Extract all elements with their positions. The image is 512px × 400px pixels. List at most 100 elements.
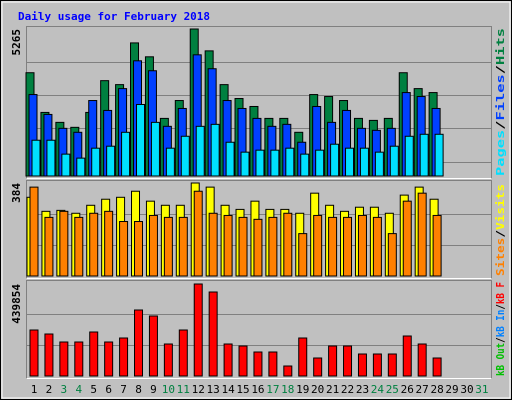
x-tick-label: 20 — [311, 383, 324, 396]
bar — [387, 233, 397, 277]
bar — [29, 329, 39, 377]
x-tick-label: 12 — [192, 383, 205, 396]
bar — [193, 283, 203, 377]
chart-title: Daily usage for February 2018 — [18, 10, 210, 23]
bar — [74, 341, 84, 377]
bar — [298, 233, 308, 277]
bar — [165, 147, 175, 177]
bar — [343, 345, 353, 377]
legend-entry: Sites — [494, 238, 507, 276]
bar — [345, 147, 355, 177]
bar — [372, 216, 382, 277]
x-tick-label: 11 — [177, 383, 190, 396]
bar — [359, 147, 369, 177]
bar — [106, 145, 116, 177]
legend-separator: / — [494, 337, 507, 343]
bar — [31, 139, 41, 177]
x-tick-label: 18 — [281, 383, 294, 396]
x-tick-label: 25 — [386, 383, 399, 396]
bar — [134, 221, 144, 277]
x-tick-label: 30 — [460, 383, 473, 396]
bar — [330, 143, 340, 177]
y-tick-label: 384 — [10, 183, 23, 203]
bar — [417, 343, 427, 377]
x-tick-label: 3 — [61, 383, 68, 396]
bar — [313, 214, 323, 277]
bar — [372, 353, 382, 377]
bar — [223, 343, 233, 377]
bar — [434, 133, 444, 177]
x-tick-label: 4 — [75, 383, 82, 396]
bar — [240, 151, 250, 177]
bar — [268, 351, 278, 377]
legend-separator: / — [494, 120, 507, 130]
bar — [61, 153, 71, 177]
bar — [419, 133, 429, 177]
bar — [208, 291, 218, 377]
bar — [432, 357, 442, 377]
bar — [119, 221, 129, 277]
bar — [91, 147, 101, 177]
bar — [315, 149, 325, 177]
legend-entry: Hits — [494, 28, 507, 65]
bar — [387, 353, 397, 377]
legend-entry: kB F — [494, 282, 507, 304]
legend: Pages/Files/Hits — [494, 28, 507, 176]
x-tick-label: 27 — [416, 383, 429, 396]
bar — [44, 216, 54, 277]
bar — [193, 190, 203, 277]
legend-separator: / — [494, 230, 507, 238]
bar — [59, 210, 69, 277]
bar — [104, 341, 114, 377]
bar — [328, 345, 338, 377]
x-tick-label: 6 — [105, 383, 112, 396]
x-tick-label: 14 — [221, 383, 235, 396]
x-tick-label: 2 — [46, 383, 53, 396]
x-tick-label: 24 — [371, 383, 385, 396]
x-tick-label: 8 — [135, 383, 142, 396]
bar — [253, 351, 263, 377]
legend-entry: Pages — [494, 130, 507, 176]
x-tick-label: 26 — [401, 383, 414, 396]
legend: kB Out/kB In/kB F — [494, 282, 507, 376]
x-tick-label: 22 — [341, 383, 354, 396]
legend-separator: / — [494, 64, 507, 74]
bar — [180, 135, 190, 177]
bar — [225, 141, 235, 177]
bar — [238, 216, 248, 277]
bar — [89, 212, 99, 277]
x-tick-label: 13 — [207, 383, 220, 396]
bar — [210, 123, 220, 177]
legend-entry: kB In — [494, 310, 507, 338]
legend: Sites/Visits — [494, 184, 507, 276]
x-tick-label: 10 — [162, 383, 175, 396]
bar — [148, 315, 158, 377]
bar — [208, 212, 218, 277]
x-tick-label: 31 — [475, 383, 488, 396]
x-tick-label: 15 — [236, 383, 249, 396]
bar — [268, 216, 278, 277]
x-tick-label: 9 — [150, 383, 157, 396]
bar — [253, 218, 263, 277]
bar — [74, 216, 84, 277]
bar — [134, 309, 144, 377]
bar — [178, 329, 188, 377]
x-tick-label: 1 — [31, 383, 38, 396]
x-tick-label: 17 — [266, 383, 279, 396]
legend-entry: Files — [494, 74, 507, 120]
bar — [285, 147, 295, 177]
bar — [357, 214, 367, 277]
bar — [46, 139, 56, 177]
bar — [374, 151, 384, 177]
y-tick-label: 439854 — [10, 284, 23, 324]
bar — [328, 216, 338, 277]
bar — [121, 131, 131, 177]
bar — [283, 212, 293, 277]
x-tick-label: 19 — [296, 383, 309, 396]
x-tick-label: 7 — [120, 383, 127, 396]
bar — [29, 186, 39, 277]
x-tick-label: 23 — [356, 383, 369, 396]
bar — [402, 335, 412, 377]
y-tick-label: 5265 — [10, 29, 23, 56]
